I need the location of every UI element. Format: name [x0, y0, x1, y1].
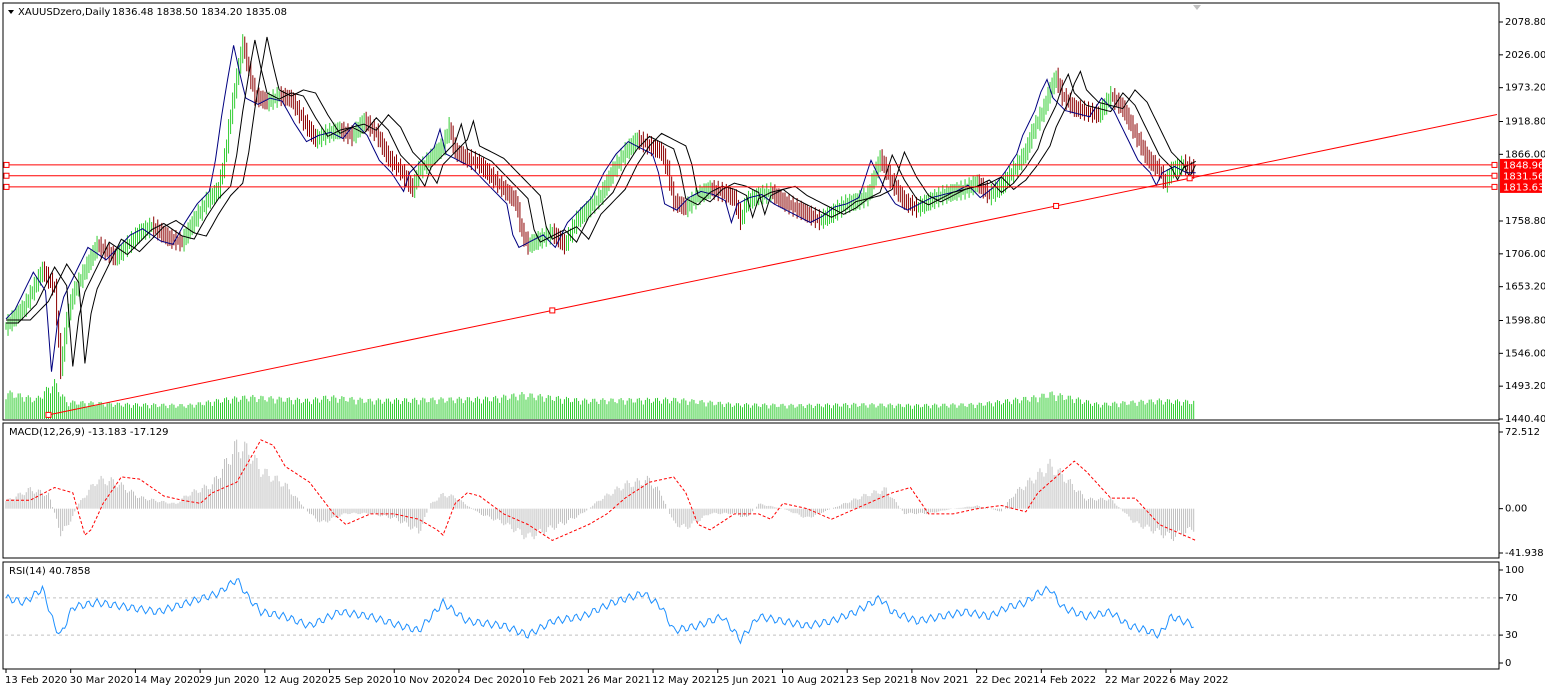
- price-tick-label: 1598.80: [1505, 315, 1545, 326]
- level-price-tag: [1500, 169, 1542, 182]
- price-tick-label: 2026.00: [1505, 50, 1545, 61]
- rsi-tick-label: 70: [1505, 593, 1518, 604]
- macd-title: MACD(12,26,9) -13.183 -17.129: [9, 427, 169, 438]
- macd-axis[interactable]: 72.512 0.00 -41.938: [1499, 427, 1544, 559]
- rsi-line: [5, 578, 1194, 645]
- moving-average-line: [6, 39, 1196, 367]
- level-price-tag: [1500, 180, 1542, 193]
- level-anchor-right: [1491, 183, 1498, 190]
- macd-signal-line: [6, 439, 1196, 541]
- ohlc-readout: 1836.48 1838.50 1834.20 1835.08: [112, 7, 287, 18]
- price-tick-label: 1546.00: [1505, 348, 1545, 359]
- macd-panel[interactable]: [2, 422, 1500, 559]
- rsi-tick-label: 100: [1505, 565, 1524, 576]
- time-tick-label: 12 Aug 2020: [264, 675, 328, 686]
- price-tick-label: 1440.40: [1505, 414, 1545, 425]
- time-tick-label: 4 Feb 2022: [1040, 675, 1096, 686]
- trendline-anchor: [1186, 175, 1193, 182]
- macd-plot: [5, 439, 1196, 542]
- time-tick-label: 24 Dec 2020: [458, 675, 522, 686]
- time-tick-label: 12 May 2021: [652, 675, 717, 686]
- rsi-axis[interactable]: 100 70 30 0: [1499, 565, 1524, 669]
- level-anchor-left: [3, 161, 10, 168]
- price-axis[interactable]: 2078.80 2026.00 1973.20 1918.80 1866.00 1758.…: [1499, 17, 1545, 425]
- macd-tick-label: 72.512: [1505, 427, 1540, 438]
- trendline-anchor: [45, 411, 52, 418]
- level-anchor-right: [1491, 172, 1498, 179]
- time-tick-label: 6 May 2022: [1170, 675, 1229, 686]
- trendline-anchor: [1053, 202, 1060, 209]
- moving-average-line: [6, 36, 1197, 364]
- rsi-tick-label: 0: [1505, 658, 1511, 669]
- moving-average-line: [5, 45, 1196, 372]
- rsi-title: RSI(14) 40.7858: [9, 566, 90, 577]
- level-price-label: 1848.96: [1503, 160, 1544, 171]
- chart-shift-marker-icon[interactable]: [1193, 5, 1201, 10]
- price-tick-label: 1918.80: [1505, 116, 1545, 127]
- macd-tick-label: -41.938: [1505, 548, 1544, 559]
- rsi-plot: [5, 578, 1497, 645]
- level-price-tag: [1500, 158, 1542, 171]
- symbol-title: XAUUSDzero,Daily: [18, 7, 110, 18]
- price-tick-label: 2078.80: [1505, 17, 1545, 28]
- trendline-anchor: [549, 307, 556, 314]
- time-tick-label: 10 Feb 2021: [523, 675, 585, 686]
- time-tick-label: 22 Mar 2022: [1105, 675, 1168, 686]
- time-tick-label: 14 May 2020: [134, 675, 199, 686]
- time-tick-label: 8 Nov 2021: [911, 675, 969, 686]
- price-tick-label: 1758.80: [1505, 216, 1545, 227]
- time-axis[interactable]: 13 Feb 2020 30 Mar 2020 14 May 2020 29 Jun …: [5, 669, 1229, 686]
- time-tick-label: 26 Mar 2021: [587, 675, 650, 686]
- time-tick-label: 25 Sep 2020: [329, 675, 392, 686]
- time-tick-label: 23 Sep 2021: [846, 675, 909, 686]
- price-tick-label: 1493.20: [1505, 381, 1545, 392]
- price-tick-label: 1706.00: [1505, 249, 1545, 260]
- time-tick-label: 13 Feb 2020: [5, 675, 67, 686]
- level-price-label: 1813.63: [1503, 182, 1544, 193]
- time-tick-label: 10 Nov 2020: [393, 675, 457, 686]
- rsi-panel[interactable]: [2, 561, 1500, 670]
- price-tick-label: 1866.00: [1505, 149, 1545, 160]
- time-tick-label: 25 Jun 2021: [717, 675, 777, 686]
- macd-tick-label: 0.00: [1505, 504, 1527, 515]
- rsi-tick-label: 30: [1505, 630, 1518, 641]
- price-tick-label: 1973.20: [1505, 83, 1545, 94]
- level-anchor-left: [3, 183, 10, 190]
- time-tick-label: 22 Dec 2021: [976, 675, 1040, 686]
- level-anchor-right: [1491, 161, 1498, 168]
- time-tick-label: 10 Aug 2021: [781, 675, 845, 686]
- price-tick-label: 1653.20: [1505, 282, 1545, 293]
- level-anchor-left: [3, 172, 10, 179]
- symbol-dropdown-icon[interactable]: [8, 10, 14, 14]
- level-price-label: 1831.56: [1503, 171, 1544, 182]
- time-tick-label: 30 Mar 2020: [70, 675, 133, 686]
- time-tick-label: 29 Jun 2020: [199, 675, 259, 686]
